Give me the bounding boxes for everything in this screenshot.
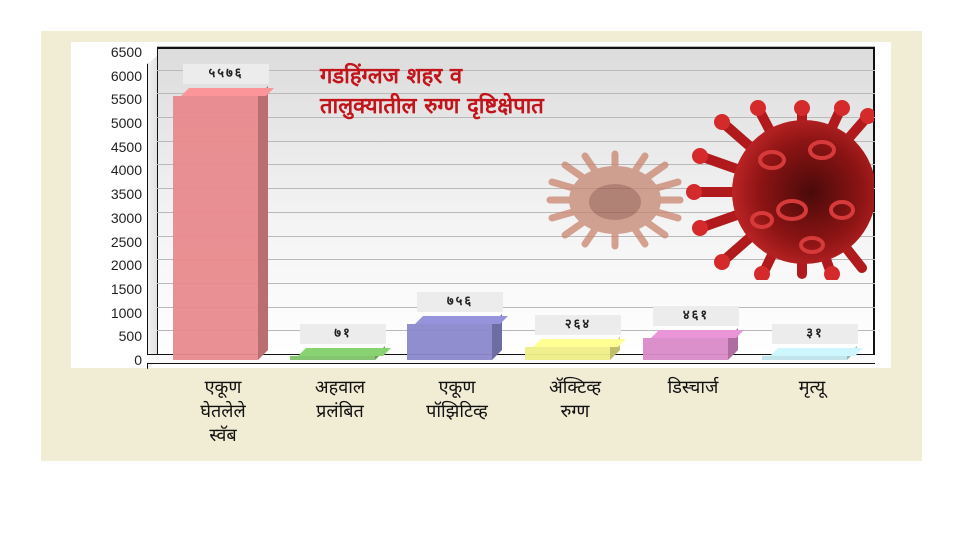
bar-front: [762, 356, 847, 360]
bar-value-label: ७५६: [417, 292, 503, 313]
bar-top: [770, 348, 863, 356]
x-axis-label-line: ॲक्टिव्ह: [548, 377, 602, 398]
gridline: [157, 259, 875, 261]
gridline: [157, 69, 875, 71]
x-axis-label-line: अहवाल: [314, 377, 366, 398]
x-axis-label: मृत्यू: [752, 376, 872, 400]
bar-value-label: ५५७६: [183, 63, 269, 84]
gridline: [157, 306, 875, 308]
gridline: [157, 164, 875, 166]
bar-top: [181, 87, 274, 96]
y-tick-label: 5000: [110, 115, 142, 132]
gridline: [157, 140, 875, 142]
bar-top: [298, 348, 391, 356]
x-axis-label: एकूण पॉझिटिव्ह: [397, 376, 517, 424]
x-axis-label-line: प्रलंबित: [316, 401, 364, 422]
gridline: [157, 46, 875, 47]
x-axis-label-line: एकूण: [438, 377, 476, 398]
chart-title-line-2: तालुक्यातील रुग्ण दृष्टिक्षेपात: [320, 94, 544, 119]
bar-front: [643, 338, 728, 360]
y-tick-label: 2500: [110, 233, 142, 250]
x-axis-label-line: रुग्ण: [560, 401, 590, 422]
bar-front: [407, 324, 492, 360]
y-tick-label: 6500: [110, 44, 142, 60]
bar-front: [290, 356, 375, 360]
gridline: [157, 188, 875, 190]
x-axis-label-line: डिस्चार्ज: [667, 377, 719, 398]
bar: [407, 314, 508, 360]
y-tick-label: 4500: [110, 138, 142, 155]
x-axis-label: ॲक्टिव्ह रुग्ण: [515, 376, 635, 424]
bar-value-label: ४६१: [653, 306, 739, 327]
y-tick-label: 3500: [110, 186, 142, 203]
y-tick-label: 5500: [110, 91, 142, 108]
bar-top: [651, 330, 744, 339]
y-tick-label: 4000: [110, 162, 142, 179]
gridline: [157, 282, 875, 284]
chart-title-line-1: गडहिंग्लज शहर व: [320, 64, 463, 89]
virus-small-icon: [546, 150, 684, 250]
x-axis-label-line: मृत्यू: [798, 377, 826, 398]
chart-title: गडहिंग्लज शहर व तालुक्यातील रुग्ण दृष्टि…: [320, 62, 544, 122]
bar: [290, 346, 391, 360]
bar-value-label: ७१: [300, 324, 386, 344]
virus-large-icon: [686, 100, 874, 280]
y-tick-label: 1500: [110, 280, 142, 297]
bar-front: [525, 347, 610, 360]
bar: [643, 328, 744, 360]
bar-side: [258, 85, 268, 360]
gridline: [157, 330, 875, 332]
y-tick-label: 2000: [110, 257, 142, 274]
x-axis-label-line: पॉझिटिव्ह: [426, 401, 488, 422]
x-axis-label-line: घेतलेले: [200, 401, 246, 422]
y-tick-label: 3000: [110, 209, 142, 226]
bar-top: [533, 339, 626, 348]
gridline: [157, 211, 875, 213]
gridline: [157, 235, 875, 237]
bar-value-label: ३१: [772, 324, 858, 344]
y-tick-label: 0: [134, 352, 142, 368]
y-tick-label: 500: [118, 328, 142, 345]
gridline: [157, 117, 875, 119]
bar: [173, 85, 274, 360]
bar: [525, 337, 626, 360]
bar-front: [173, 95, 258, 360]
y-tick-label: 6000: [110, 67, 142, 84]
x-axis-label-line: स्वॅब: [209, 425, 237, 446]
x-axis-label: डिस्चार्ज: [633, 376, 753, 400]
x-axis-label: अहवाल प्रलंबित: [280, 376, 400, 424]
bar-top: [415, 316, 508, 325]
bar: [762, 346, 863, 360]
x-axis-label-line: एकूण: [204, 377, 242, 398]
x-axis-label: एकूण घेतलेले स्वॅब: [163, 376, 283, 448]
bar-value-label: २६४: [535, 315, 621, 336]
gridline: [157, 93, 875, 95]
chart-floor: [147, 354, 875, 364]
y-tick-label: 1000: [110, 304, 142, 321]
